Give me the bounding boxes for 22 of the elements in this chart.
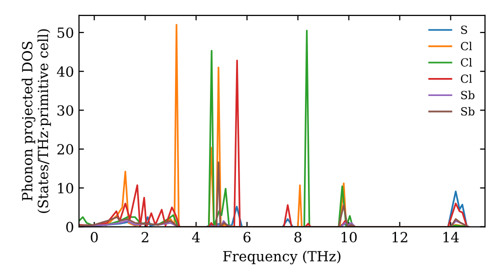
y-tick-label: 40: [56, 66, 74, 77]
x-tick-label: 12: [392, 232, 408, 242]
x-tick-label: 8: [294, 232, 302, 242]
y-tick-label: 20: [57, 144, 74, 155]
y-tick-label: 10: [58, 182, 74, 194]
y-tick-label: 0: [66, 222, 74, 232]
legend-label: Sb: [461, 106, 474, 116]
legend-label: Cl: [460, 58, 472, 67]
x-tick-label: 14: [443, 232, 459, 242]
legend-label: Cl: [460, 74, 472, 83]
x-tick-label: 4: [192, 232, 200, 242]
y-tick-label: 50: [58, 27, 74, 38]
x-tick-label: 0: [90, 232, 98, 242]
y-axis-title: Phonon projected DOS (States/THz·primitive cell): [22, 29, 51, 213]
x-axis-title: Frequency (THz): [223, 250, 340, 264]
x-tick-label: 6: [244, 232, 251, 242]
x-tick-label: 10: [342, 232, 357, 242]
legend-label: Sb: [461, 90, 474, 100]
legend-label: Cl: [460, 42, 472, 50]
legend-label: S: [461, 26, 468, 34]
x-tick-label: 2: [142, 232, 148, 242]
y-tick-label: 30: [58, 105, 74, 116]
